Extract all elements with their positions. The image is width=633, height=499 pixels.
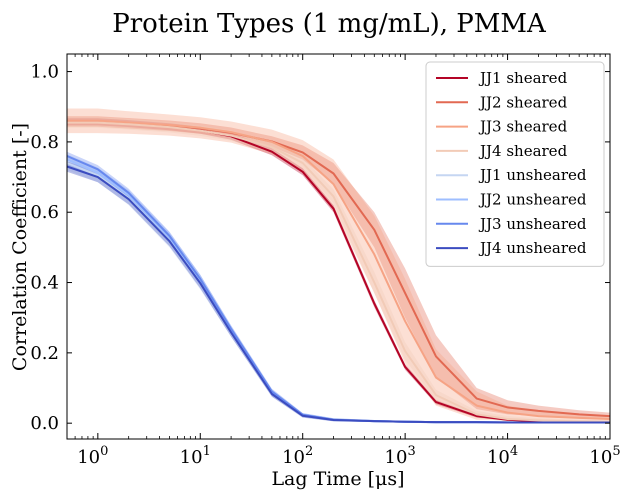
band-jj2-sheared xyxy=(67,116,610,420)
legend-label: JJ2 unsheared xyxy=(478,191,587,209)
series-line-jj3-sheared xyxy=(67,119,611,420)
x-tick-label-exponent: 1 xyxy=(203,444,211,459)
x-axis-label: Lag Time [μs] xyxy=(271,468,404,490)
confidence-bands xyxy=(67,108,610,424)
legend-label: JJ1 unsheared xyxy=(478,166,587,184)
x-tick-label-base: 10 xyxy=(282,447,305,468)
x-tick-label-base: 10 xyxy=(77,447,100,468)
band-jj3-sheared xyxy=(67,108,610,423)
y-tick-label: 0.0 xyxy=(30,413,59,434)
x-tick-label-base: 10 xyxy=(385,447,408,468)
x-tick-label: 101 xyxy=(180,444,211,468)
x-tick-label: 102 xyxy=(282,444,313,468)
series-line-jj4-unsheared xyxy=(66,165,610,424)
legend-label: JJ2 sheared xyxy=(478,93,568,111)
x-tick-label: 104 xyxy=(487,444,518,468)
x-tick-label-base: 10 xyxy=(487,447,510,468)
y-axis-label: Correlation Coefficient [-] xyxy=(9,123,31,371)
y-tick-label: 0.6 xyxy=(30,202,59,223)
y-tick-label: 1.0 xyxy=(30,62,59,83)
y-tick-label: 0.8 xyxy=(30,132,59,153)
y-tick-label: 0.4 xyxy=(30,273,59,294)
x-tick-label-exponent: 4 xyxy=(510,444,518,459)
legend: JJ1 sheared JJ2 sheared JJ3 sheared JJ4 she… xyxy=(425,61,605,267)
series-line-jj4-sheared xyxy=(67,121,611,423)
x-tick-label-exponent: 3 xyxy=(407,444,415,459)
plot-frame xyxy=(66,53,611,440)
legend-label: JJ3 sheared xyxy=(478,118,568,136)
x-tick-label: 103 xyxy=(385,444,416,468)
x-tick-label-base: 10 xyxy=(180,447,203,468)
series-lines xyxy=(66,119,611,424)
legend-label: JJ1 sheared xyxy=(478,69,568,87)
legend-label: JJ4 sheared xyxy=(478,142,568,160)
x-tick-label-exponent: 0 xyxy=(100,444,108,459)
x-tick-label: 100 xyxy=(77,444,108,468)
x-tick-label: 105 xyxy=(589,444,620,468)
legend-box xyxy=(425,61,605,267)
y-tick-label: 0.2 xyxy=(30,343,59,364)
x-tick-label-exponent: 5 xyxy=(612,444,620,459)
chart-title: Protein Types (1 mg/mL), PMMA xyxy=(112,9,547,39)
x-tick-label-exponent: 2 xyxy=(305,444,313,459)
legend-label: JJ4 unsheared xyxy=(478,239,587,257)
x-tick-label-base: 10 xyxy=(589,447,612,468)
legend-label: JJ3 unsheared xyxy=(478,215,587,233)
